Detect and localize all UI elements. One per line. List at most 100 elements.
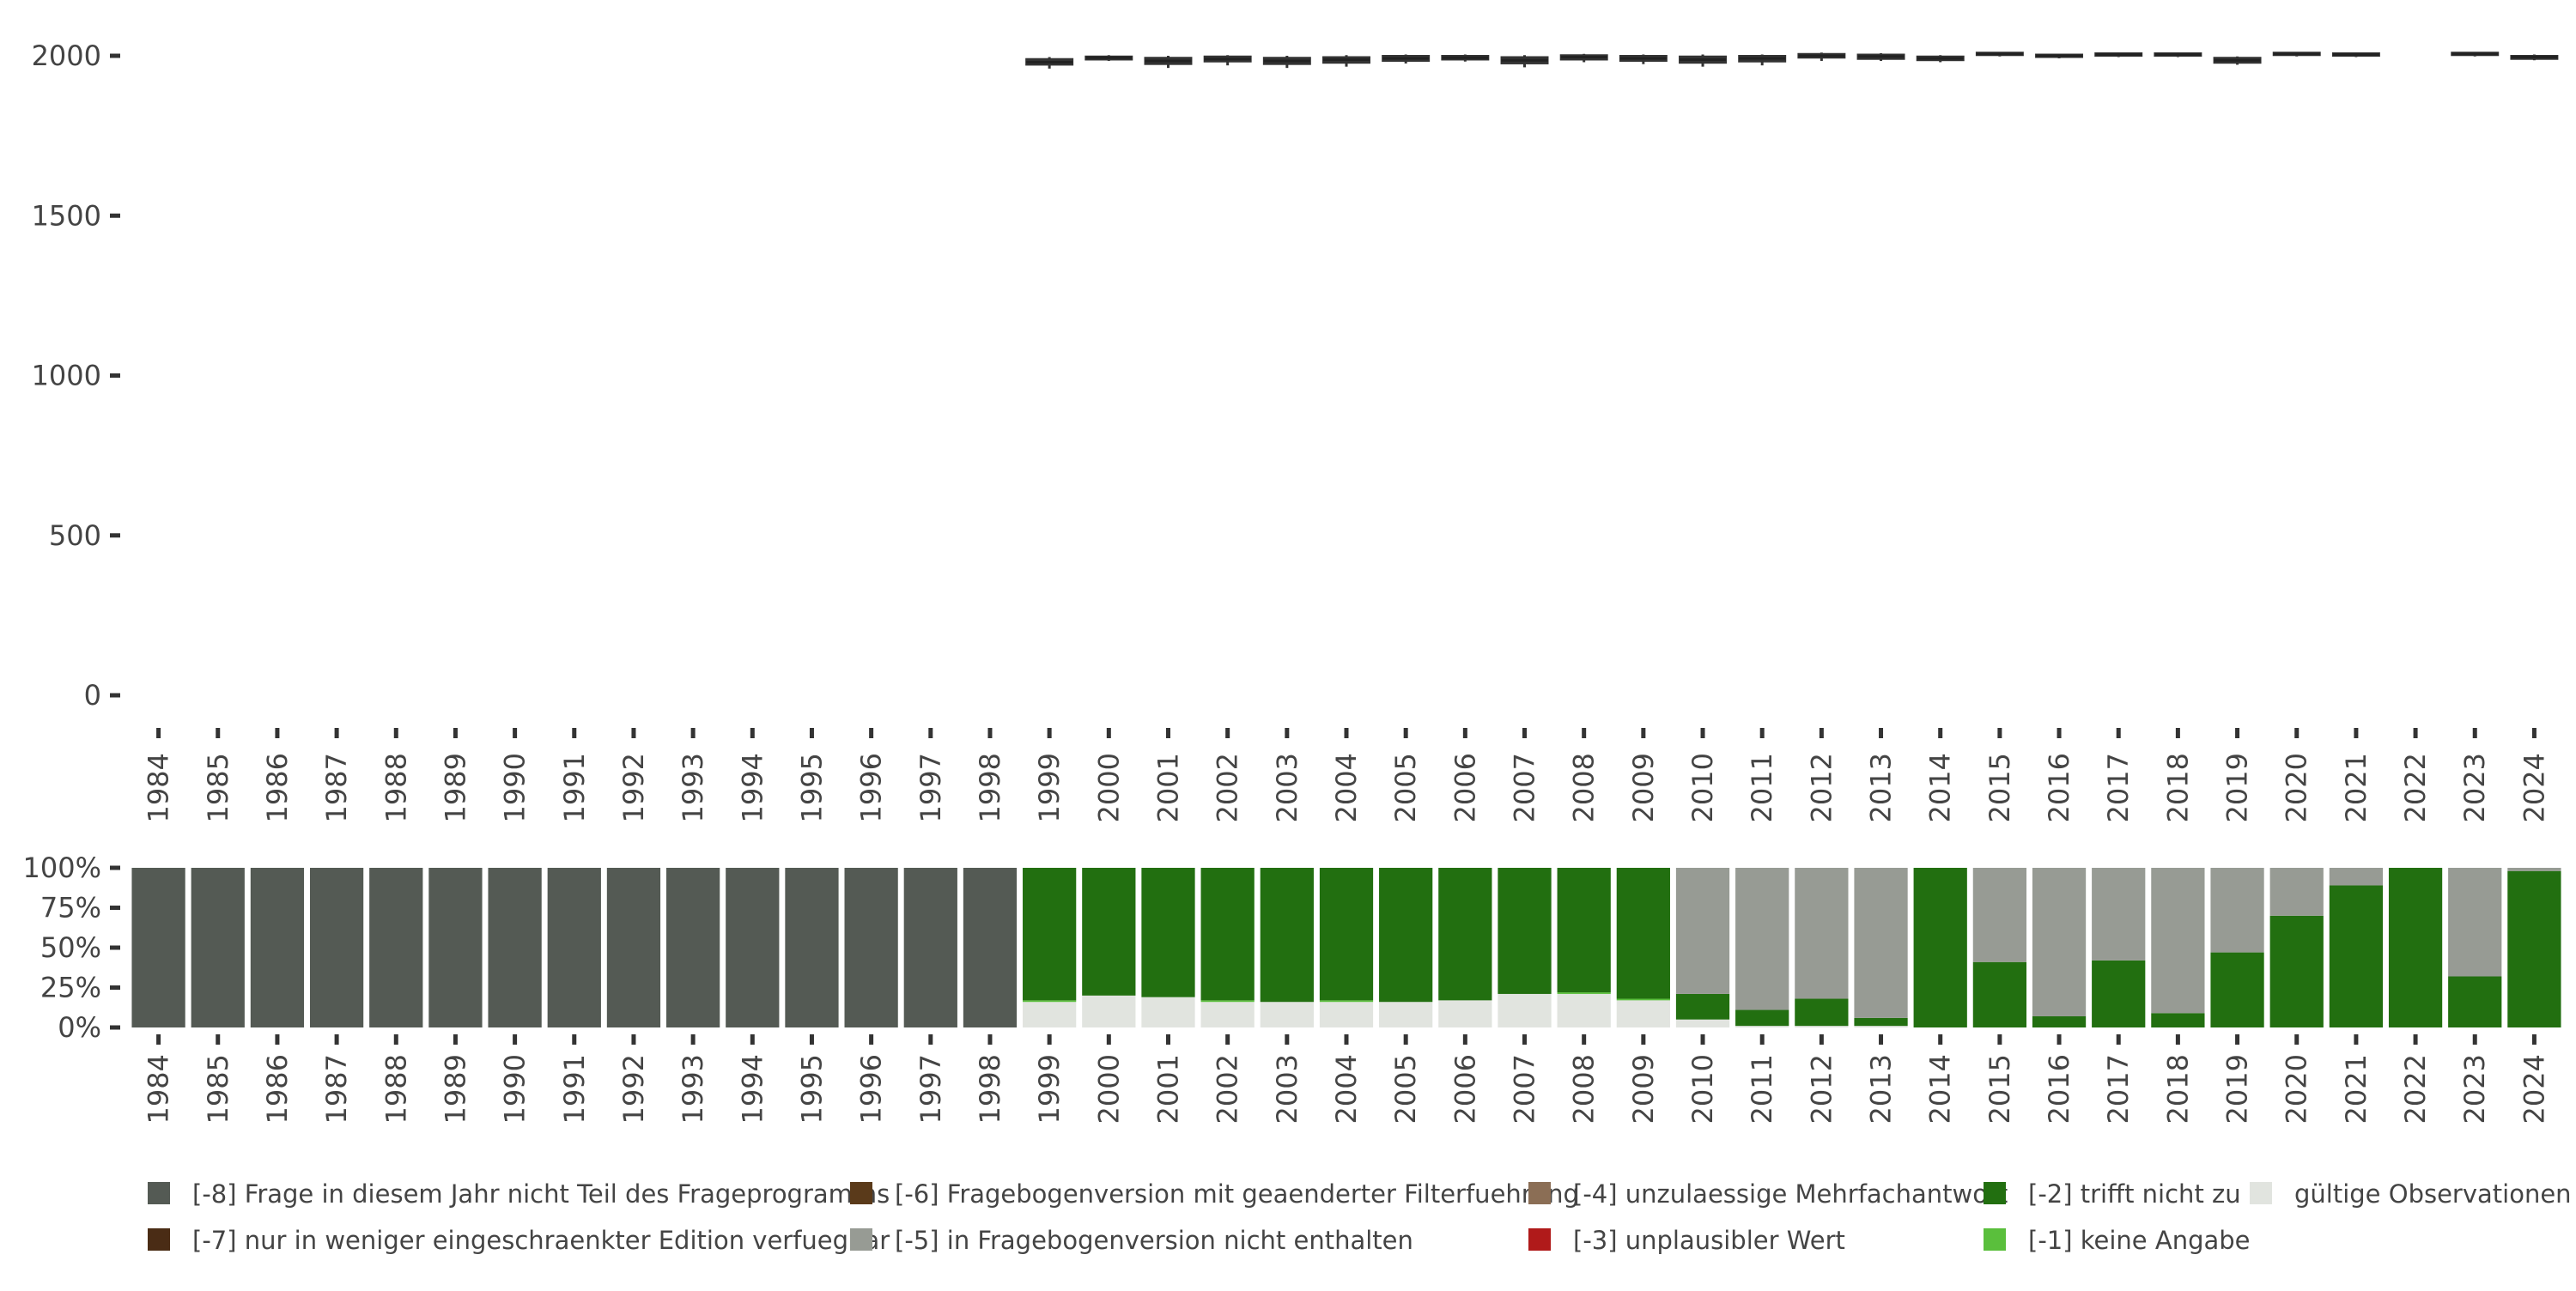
y-tick-label: 100% (23, 852, 101, 884)
x-tick-label: 1991 (558, 753, 591, 822)
x-tick-label: 2016 (2043, 1054, 2075, 1124)
x-tick-label: 2004 (1330, 753, 1363, 822)
y-tick-label: 25% (40, 972, 101, 1004)
bar-segment-2008 (1557, 992, 1611, 994)
x-tick-label: 1994 (736, 753, 769, 822)
legend-swatch (1984, 1228, 2006, 1251)
bar-segment-2021 (2329, 868, 2384, 886)
bar-segment-2001 (1141, 997, 1195, 1027)
x-tick-label: 1998 (974, 753, 1006, 822)
bar-segment-2013 (1854, 868, 1908, 1018)
y-tick-label: 2000 (32, 39, 101, 72)
x-tick-label: 2012 (1805, 753, 1838, 822)
bar-segment-2009 (1616, 1000, 1670, 1027)
x-tick-label: 2012 (1805, 1054, 1838, 1124)
legend-label: [-3] unplausibler Wert (1573, 1226, 1845, 1255)
bar-segment-2013 (1854, 1026, 1908, 1027)
bar-segment-1998 (963, 868, 1018, 1027)
x-tick-label: 1988 (380, 753, 412, 822)
bar-segment-1989 (428, 868, 483, 1027)
x-tick-label: 1999 (1033, 753, 1066, 822)
bar-segment-2014 (1913, 868, 1967, 1027)
x-tick-label: 1993 (677, 753, 709, 822)
bar-segment-2021 (2329, 885, 2384, 1027)
bar-segment-2002 (1200, 868, 1255, 1001)
bar-segment-1994 (726, 868, 780, 1027)
bar-segment-2005 (1379, 1002, 1433, 1027)
y-tick-label: 0 (84, 679, 101, 712)
bar-segment-2012 (1795, 868, 1849, 999)
legend-label: [-6] Fragebogenversion mit geaenderter F… (895, 1179, 1579, 1209)
x-tick-label: 2020 (2281, 1054, 2313, 1124)
x-tick-label: 1987 (320, 753, 353, 822)
x-tick-label: 2000 (1092, 1054, 1125, 1124)
x-tick-label: 2006 (1449, 753, 1481, 822)
bar-segment-2016 (2032, 868, 2087, 1016)
x-tick-label: 2007 (1509, 1054, 1541, 1124)
x-tick-label: 2021 (2340, 1054, 2372, 1124)
bar-segment-2016 (2032, 1015, 2087, 1027)
bar-segment-2008 (1557, 993, 1611, 1027)
x-tick-label: 2013 (1865, 1054, 1898, 1124)
legend-label: gültige Observationen (2294, 1179, 2572, 1209)
x-tick-label: 1990 (499, 753, 532, 822)
x-tick-label: 2001 (1151, 753, 1184, 822)
bar-segment-2017 (2092, 960, 2146, 1027)
bar-segment-2006 (1438, 868, 1492, 1001)
x-tick-label: 1984 (143, 1054, 175, 1124)
x-tick-label: 1994 (736, 1054, 769, 1124)
x-tick-label: 2011 (1746, 753, 1778, 822)
x-tick-label: 2015 (1984, 753, 2016, 822)
bar-segment-2011 (1735, 1009, 1789, 1027)
y-tick-label: 1000 (32, 360, 101, 392)
legend-label: [-4] unzulaessige Mehrfachantwort (1573, 1179, 2008, 1209)
x-tick-label: 2021 (2340, 753, 2372, 822)
x-tick-label: 2005 (1389, 753, 1422, 822)
bar-segment-2002 (1200, 1002, 1255, 1027)
bar-segment-2010 (1675, 868, 1730, 994)
x-tick-label: 2002 (1212, 1054, 1244, 1124)
bar-segment-2000 (1082, 995, 1136, 1027)
bar-segment-2000 (1082, 868, 1136, 996)
x-tick-label: 2024 (2518, 1054, 2550, 1124)
bar-segment-2007 (1498, 868, 1552, 994)
x-tick-label: 2015 (1984, 1054, 2016, 1124)
bar-segment-2004 (1319, 1000, 1374, 1003)
x-tick-label: 1996 (855, 1054, 888, 1124)
legend: [-8] Frage in diesem Jahr nicht Teil des… (148, 1179, 2572, 1255)
x-tick-label: 1997 (914, 753, 947, 822)
bar-segment-1987 (309, 868, 364, 1027)
x-tick-label: 2018 (2161, 1054, 2194, 1124)
bar-segment-2004 (1319, 1002, 1374, 1027)
bar-segment-2004 (1319, 868, 1374, 1001)
bar-segment-2006 (1438, 1000, 1492, 1027)
x-tick-label: 1987 (320, 1054, 353, 1124)
stacked-bar-panel: 0% 25% 50% 75% 100% 1984 1985 1986 1987 1988 1989 1… (23, 852, 2561, 1124)
x-tick-label: 2018 (2161, 753, 2194, 822)
bar-segment-1992 (606, 868, 661, 1027)
bar-segment-1984 (131, 868, 185, 1027)
legend-swatch (850, 1182, 872, 1204)
x-tick-label: 1993 (677, 1054, 709, 1124)
x-tick-label: 2007 (1509, 753, 1541, 822)
bar-segment-1990 (488, 868, 542, 1027)
bar-segment-2015 (1972, 961, 2027, 1027)
bar-segment-2019 (2210, 952, 2264, 1027)
bar-segment-2002 (1200, 1000, 1255, 1003)
x-tick-label: 2022 (2399, 1054, 2432, 1124)
bar-segment-2008 (1557, 868, 1611, 993)
x-tick-label: 1984 (143, 753, 175, 822)
bar-segment-2020 (2269, 868, 2324, 916)
x-tick-label: 2005 (1389, 1054, 1422, 1124)
bar-segment-2010 (1675, 1019, 1730, 1027)
x-tick-label: 1990 (499, 1054, 532, 1124)
bar-segment-2019 (2210, 868, 2264, 953)
y-tick-label: 1500 (32, 199, 101, 232)
bar-segment-1993 (665, 868, 720, 1027)
x-tick-label: 2017 (2102, 753, 2135, 822)
x-tick-label: 2022 (2399, 753, 2432, 822)
x-tick-label: 2017 (2102, 1054, 2135, 1124)
legend-swatch (148, 1228, 170, 1251)
bar-segment-2018 (2151, 1013, 2205, 1027)
